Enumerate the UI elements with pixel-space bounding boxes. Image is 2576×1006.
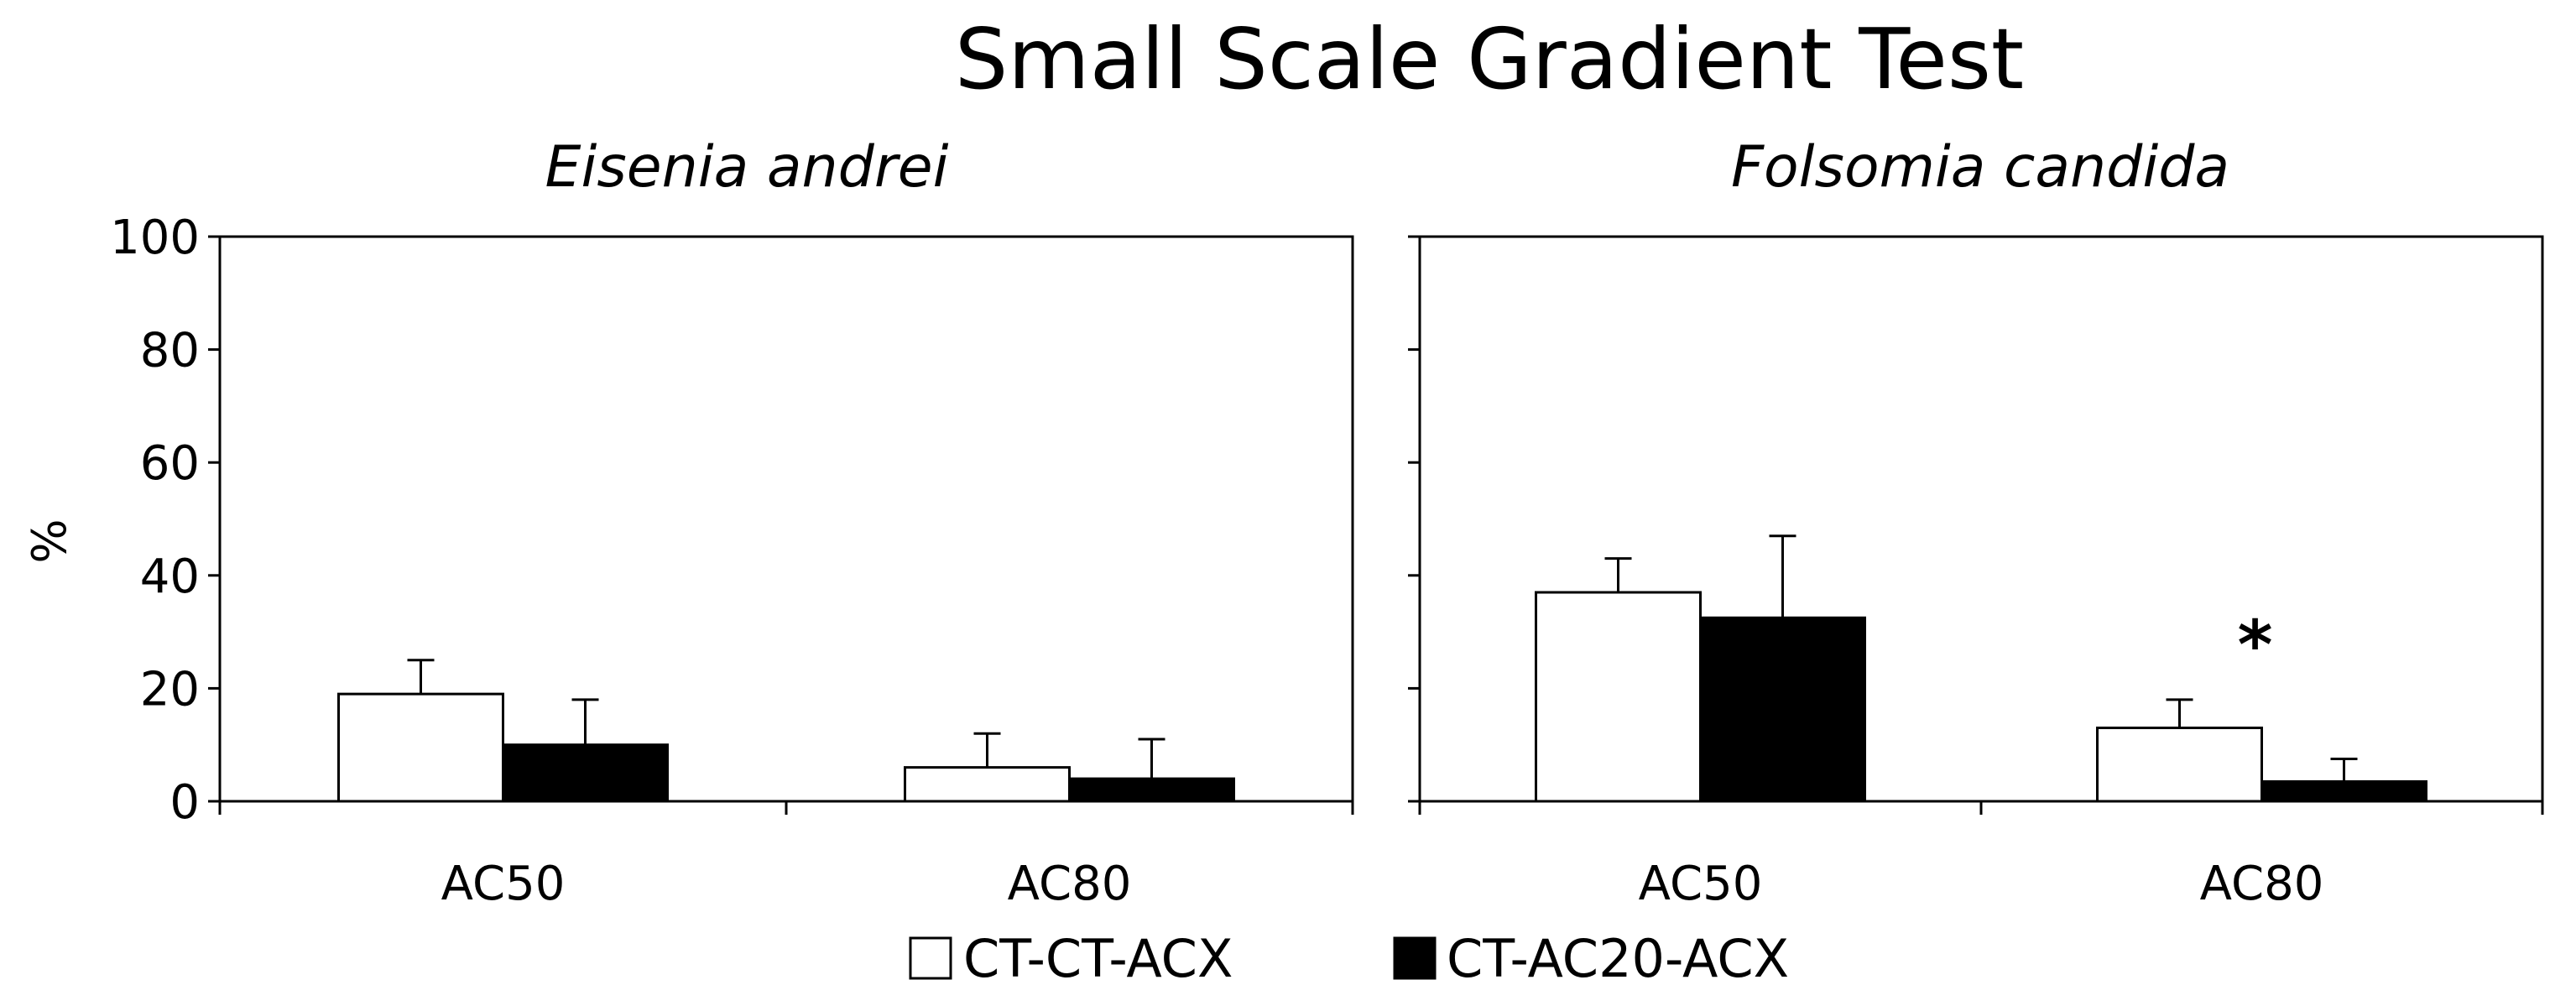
bar-ct-ac20-acx-ac80 [2261,779,2427,803]
legend-label-ct-ac20-acx: CT-AC20-ACX [1447,928,1789,989]
y-tick-label: 60 [140,436,200,491]
y-tick-label: 20 [140,662,200,717]
bar-ct-ct-acx-ac80 [904,766,1071,803]
y-tick-label: 40 [140,550,200,604]
x-tick-label: AC80 [2200,857,2324,911]
panel-folsomia-candida: Folsomia candida AC50 AC80 * [1408,134,2544,911]
x-tick-label: AC50 [441,857,566,911]
legend-swatch-ct-ct-acx [909,936,952,980]
panel-title: Eisenia andrei [545,134,948,201]
bar-ct-ct-acx-ac50 [337,692,504,803]
significance-marker: * [2238,607,2273,685]
bar-ct-ac20-acx-ac50 [502,743,669,803]
bar-ct-ac20-acx-ac80 [1068,777,1235,803]
x-tick-label: AC50 [1639,857,1763,911]
y-tick-label: 0 [169,775,200,830]
legend-swatch-ct-ac20-acx [1393,936,1437,980]
legend: CT-CT-ACX CT-AC20-ACX [909,928,1789,989]
y-tick-label: 80 [140,324,200,378]
chart-title: Small Scale Gradient Test [955,10,2024,108]
panel-eisenia-andrei: Eisenia andrei 0 20 40 60 80 100 AC50 AC80 [110,134,1354,911]
x-tick-label: AC80 [1008,857,1132,911]
panel-title: Folsomia candida [1731,134,2229,201]
bar-ct-ct-acx-ac80 [2096,727,2263,803]
bar-ct-ac20-acx-ac50 [1699,616,1866,803]
bar-ct-ct-acx-ac50 [1535,591,1702,803]
y-axis-label: % [23,519,77,563]
y-tick-label: 100 [110,211,200,265]
legend-label-ct-ct-acx: CT-CT-ACX [963,928,1233,989]
